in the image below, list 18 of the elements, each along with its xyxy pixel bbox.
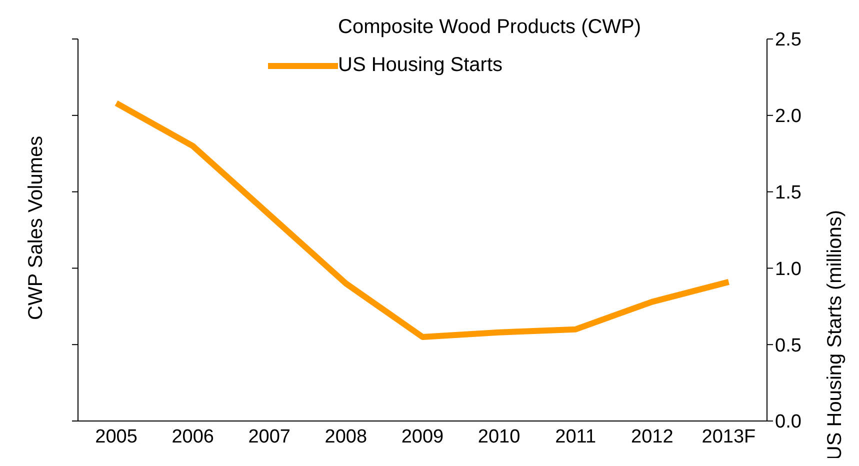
x-tick-label: 2010 — [478, 426, 520, 448]
text: Composite Wood Products (CWP) — [338, 16, 642, 39]
x-tick-label: 2006 — [172, 426, 214, 448]
x-tick-label: 2013F — [702, 426, 756, 448]
x-tick-label: 2012 — [631, 426, 674, 448]
y-axis-title: CWP Sales Volumes — [25, 136, 48, 320]
y2-tick-label: 2.5 — [775, 30, 802, 51]
y2-tick-label: 0.0 — [775, 412, 802, 433]
x-tick-label: 2008 — [324, 426, 368, 448]
y2-tick-label: 2.0 — [775, 106, 802, 128]
x-tick-label: 2007 — [248, 426, 291, 448]
y2-tick-label: 1.0 — [775, 258, 802, 280]
y2-tick-label: 1.5 — [775, 182, 802, 204]
legend-label: US Housing Starts — [338, 54, 503, 77]
x-tick-label: 2009 — [401, 426, 444, 448]
x-tick-label: 2005 — [95, 426, 138, 448]
y2-tick-label: 0.5 — [775, 335, 802, 356]
x-tick-label: 2011 — [555, 426, 596, 448]
